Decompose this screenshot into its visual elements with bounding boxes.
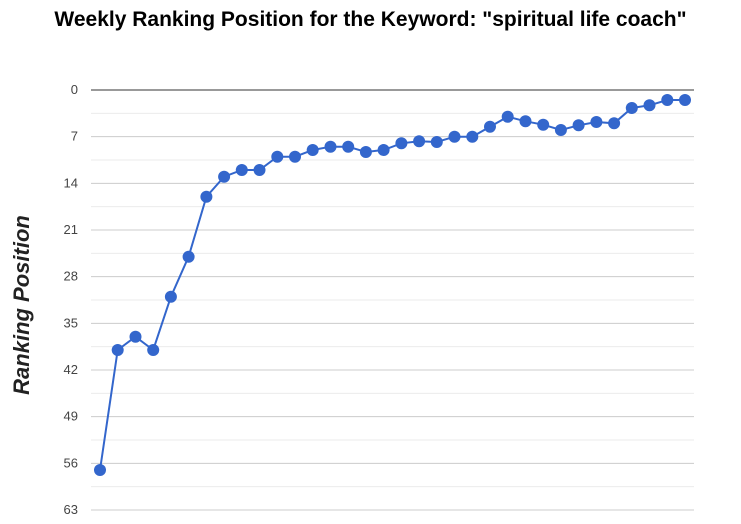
data-point [537,118,550,131]
data-point [590,116,603,128]
data-point [271,150,284,163]
data-point [218,170,231,183]
data-point [643,99,656,112]
data-point [554,124,567,136]
data-point [466,130,479,143]
y-tick-label: 21 [64,222,78,237]
data-point [661,94,674,106]
data-point [94,464,106,476]
data-point [342,140,355,153]
data-point [484,120,496,133]
data-point [200,190,213,203]
data-point [395,137,408,150]
data-point [147,344,160,356]
data-point [413,135,426,148]
y-tick-labels: 0 7 14 21 28 35 42 49 56 63 [64,82,78,517]
data-point [572,119,585,132]
series-line-group [94,94,691,476]
data-point [324,140,337,153]
y-tick-label: 35 [64,315,78,330]
data-point [625,102,638,114]
data-point [377,144,390,156]
data-point [430,136,443,148]
y-tick-label: 42 [64,362,78,377]
gridlines [91,89,694,511]
y-tick-label: 14 [64,175,78,190]
data-point [164,290,177,303]
data-point [679,94,691,106]
data-point [501,110,514,123]
data-point [129,330,142,343]
data-point [111,344,124,356]
data-point [289,150,301,163]
data-point [182,250,195,263]
data-point [448,130,461,143]
data-point [306,144,319,156]
chart-title: Weekly Ranking Position for the Keyword:… [54,8,687,31]
y-tick-label: 56 [64,455,78,470]
data-point [253,164,266,176]
series-line [99,99,685,471]
y-tick-label: 63 [64,502,78,517]
y-tick-label: 7 [71,129,78,144]
data-point [519,115,532,128]
data-point [235,164,248,176]
y-tick-label: 0 [71,82,78,97]
data-point [608,117,621,130]
y-tick-label: 49 [64,409,78,424]
data-point [359,146,372,158]
y-tick-label: 28 [64,269,78,284]
